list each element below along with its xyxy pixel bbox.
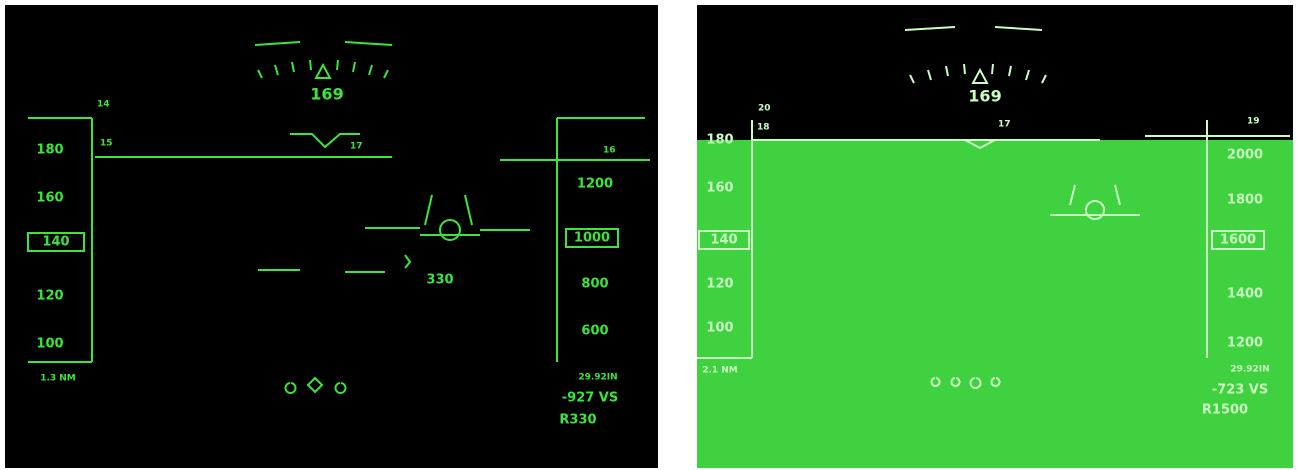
flight-path-marker bbox=[290, 133, 360, 149]
approach-lights bbox=[284, 376, 347, 394]
pitch-ladder bbox=[258, 254, 412, 273]
guidance-cue bbox=[365, 194, 530, 236]
range: 2.1 NM bbox=[702, 366, 738, 376]
baro-setting: 29.92IN bbox=[1230, 365, 1269, 375]
altitude-box bbox=[565, 228, 619, 248]
heading-pointer bbox=[314, 62, 332, 79]
radar-altitude: R1500 bbox=[1202, 403, 1248, 418]
altitude-label: 600 bbox=[581, 324, 608, 339]
heading-arc bbox=[904, 26, 1047, 84]
right-sky bbox=[697, 5, 1293, 140]
baro-setting: 29.92IN bbox=[578, 373, 617, 383]
heading-scale-label: 14 bbox=[97, 100, 110, 110]
speed-label: 160 bbox=[706, 181, 733, 196]
speed-box bbox=[698, 230, 750, 250]
speed-current: 140 bbox=[42, 235, 69, 250]
aircraft-symbol bbox=[1085, 200, 1105, 220]
altitude-label: 800 bbox=[581, 277, 608, 292]
altitude-current: 1000 bbox=[574, 231, 610, 246]
heading-scale-label: 19 bbox=[1247, 117, 1260, 127]
heading-scale-label: 20 bbox=[758, 104, 771, 114]
range: 1.3 NM bbox=[40, 374, 76, 384]
altitude-label: 1200 bbox=[1227, 336, 1263, 351]
heading-scale-label: 17 bbox=[998, 120, 1011, 130]
heading-scale-label: 17 bbox=[350, 142, 363, 152]
approach-lights bbox=[930, 377, 1001, 389]
heading-scale-label: 18 bbox=[757, 123, 770, 133]
radar-altitude: R330 bbox=[559, 413, 596, 428]
heading-scale-label: 15 bbox=[100, 139, 113, 149]
heading: 169 bbox=[968, 87, 1001, 106]
altitude-label: 1400 bbox=[1227, 287, 1263, 302]
heading-scale-label: 16 bbox=[603, 146, 616, 156]
speed-current: 140 bbox=[710, 233, 737, 248]
right-hud: 169 20 18 17 19 180 160 140 120 100 2.1 … bbox=[697, 5, 1293, 468]
guidance-cue bbox=[1050, 184, 1140, 216]
speed-label: 180 bbox=[36, 143, 63, 158]
speed-label: 120 bbox=[36, 289, 63, 304]
altitude-box bbox=[1211, 230, 1265, 250]
heading-arc bbox=[254, 41, 393, 79]
vertical-speed: -927 VS bbox=[562, 391, 618, 406]
ground-speed: 330 bbox=[426, 273, 453, 288]
aircraft-symbol bbox=[439, 219, 461, 241]
heading: 169 bbox=[310, 85, 343, 104]
altitude-label: 2000 bbox=[1227, 148, 1263, 163]
altitude-label: 1800 bbox=[1227, 193, 1263, 208]
flight-path-marker bbox=[964, 139, 996, 150]
speed-label: 180 bbox=[706, 133, 733, 148]
speed-label: 100 bbox=[706, 321, 733, 336]
speed-label: 160 bbox=[36, 191, 63, 206]
left-hud: 169 14 15 17 16 180 160 140 120 100 1.3 … bbox=[5, 5, 658, 468]
heading-pointer bbox=[971, 67, 989, 84]
altitude-label: 1200 bbox=[577, 177, 613, 192]
left-background bbox=[5, 5, 658, 468]
speed-box bbox=[27, 232, 85, 252]
speed-label: 120 bbox=[706, 277, 733, 292]
altitude-current: 1600 bbox=[1220, 233, 1256, 248]
vertical-speed: -723 VS bbox=[1212, 383, 1268, 398]
speed-label: 100 bbox=[36, 337, 63, 352]
